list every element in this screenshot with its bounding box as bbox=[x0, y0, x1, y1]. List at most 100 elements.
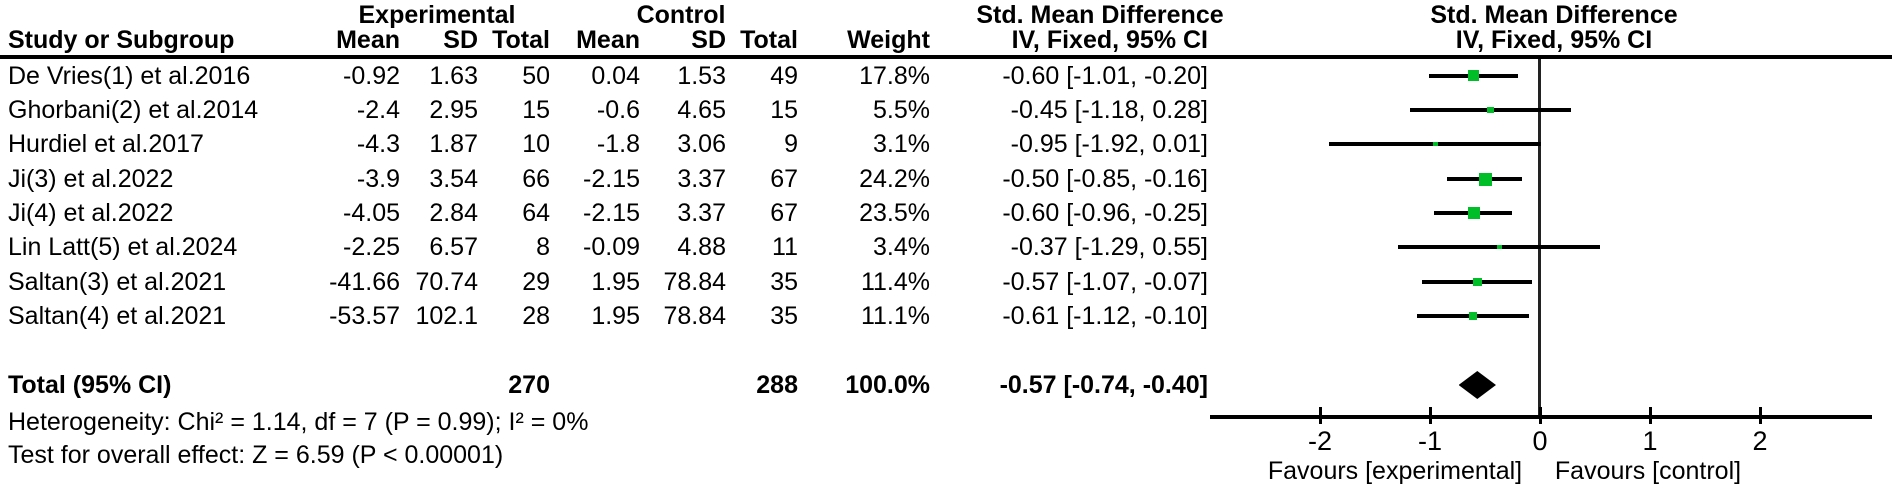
exp-sd: 102.1 bbox=[415, 302, 478, 330]
study-name: Saltan(3) et al.2021 bbox=[8, 268, 227, 296]
ctrl-sd: 3.37 bbox=[677, 165, 726, 193]
ctrl-total: 11 bbox=[772, 233, 798, 261]
effect-square bbox=[1468, 311, 1478, 321]
smd-ci-text: -0.95 [-1.92, 0.01] bbox=[1010, 130, 1208, 158]
ctrl-mean: -1.8 bbox=[596, 130, 640, 158]
ctrl-sd: 3.06 bbox=[677, 130, 726, 158]
effect-square bbox=[1433, 141, 1438, 147]
exp-total: 10 bbox=[522, 130, 550, 158]
heterogeneity-text: Heterogeneity: Chi² = 1.14, df = 7 (P = … bbox=[8, 408, 589, 436]
weight: 24.2% bbox=[859, 165, 930, 193]
header-rule bbox=[0, 55, 1892, 59]
weight: 100.0% bbox=[845, 371, 930, 399]
experimental-group-header: Experimental bbox=[358, 1, 516, 29]
exp-total: 270 bbox=[508, 371, 550, 399]
ctrl-mean-header: Mean bbox=[576, 26, 640, 54]
ctrl-mean: 0.04 bbox=[591, 62, 640, 90]
effect-square bbox=[1467, 206, 1481, 220]
effect-square bbox=[1472, 277, 1482, 287]
smd-plot-group-header: Std. Mean Difference bbox=[1430, 1, 1678, 29]
exp-sd-header: SD bbox=[443, 26, 478, 54]
study-row: De Vries(1) et al.2016 -0.92 1.63 50 0.04 1.5… bbox=[0, 63, 1892, 89]
ctrl-total: 9 bbox=[784, 130, 798, 158]
effect-square bbox=[1468, 70, 1480, 82]
exp-mean: -4.05 bbox=[343, 199, 400, 227]
axis-tick bbox=[1758, 407, 1762, 424]
ctrl-mean: -0.09 bbox=[583, 233, 640, 261]
favours-control-label: Favours [control] bbox=[1554, 457, 1742, 485]
exp-total-header: Total bbox=[492, 26, 550, 54]
exp-total: 15 bbox=[522, 96, 550, 124]
smd-column-group-header: Std. Mean Difference bbox=[976, 1, 1224, 29]
smd-ci-text: -0.37 [-1.29, 0.55] bbox=[1010, 233, 1208, 261]
axis-tick-label: -1 bbox=[1417, 426, 1442, 456]
study-column-header: Study or Subgroup bbox=[8, 26, 235, 54]
weight: 3.4% bbox=[873, 233, 930, 261]
weight: 23.5% bbox=[859, 199, 930, 227]
ctrl-mean: -2.15 bbox=[583, 165, 640, 193]
smd-ci-text: -0.45 [-1.18, 0.28] bbox=[1010, 96, 1208, 124]
ctrl-total: 288 bbox=[756, 371, 798, 399]
exp-total: 64 bbox=[522, 199, 550, 227]
study-name: Ji(3) et al.2022 bbox=[8, 165, 174, 193]
ctrl-total: 35 bbox=[770, 268, 798, 296]
study-row: Saltan(3) et al.2021 -41.66 70.74 29 1.95 78.… bbox=[0, 269, 1892, 295]
axis-tick bbox=[1428, 407, 1432, 424]
ctrl-sd: 78.84 bbox=[663, 302, 726, 330]
weight: 11.1% bbox=[860, 302, 930, 330]
exp-sd: 70.74 bbox=[415, 268, 478, 296]
exp-mean: -2.4 bbox=[356, 96, 400, 124]
exp-mean: -0.92 bbox=[343, 62, 400, 90]
ctrl-total-header: Total bbox=[740, 26, 798, 54]
ctrl-mean: 1.95 bbox=[591, 268, 640, 296]
total-row: Total (95% CI) 270 288 100.0% -0.57 [-0.74, … bbox=[0, 372, 1892, 398]
zero-line bbox=[1538, 59, 1541, 415]
exp-total: 28 bbox=[522, 302, 550, 330]
smd-ci-text: -0.57 [-0.74, -0.40] bbox=[999, 371, 1208, 399]
exp-mean-header: Mean bbox=[336, 26, 400, 54]
exp-total: 8 bbox=[536, 233, 550, 261]
ctrl-sd: 3.37 bbox=[677, 199, 726, 227]
axis-tick bbox=[1648, 407, 1652, 424]
ctrl-total: 15 bbox=[770, 96, 798, 124]
ctrl-sd-header: SD bbox=[691, 26, 726, 54]
study-name: Lin Latt(5) et al.2024 bbox=[8, 233, 238, 261]
ctrl-mean: -2.15 bbox=[583, 199, 640, 227]
effect-square bbox=[1487, 106, 1494, 114]
axis-tick bbox=[1318, 407, 1322, 424]
ctrl-total: 67 bbox=[770, 165, 798, 193]
exp-mean: -53.57 bbox=[329, 302, 400, 330]
axis-tick-label: -2 bbox=[1307, 426, 1332, 456]
exp-total: 66 bbox=[522, 165, 550, 193]
ctrl-mean: -0.6 bbox=[596, 96, 640, 124]
exp-sd: 1.63 bbox=[429, 62, 478, 90]
axis-tick-label: 1 bbox=[1642, 426, 1658, 456]
exp-sd: 3.54 bbox=[429, 165, 478, 193]
exp-sd: 2.84 bbox=[429, 199, 478, 227]
favours-experimental-label: Favours [experimental] bbox=[1267, 457, 1523, 485]
study-row: Saltan(4) et al.2021 -53.57 102.1 28 1.95 78.… bbox=[0, 303, 1892, 329]
study-name: Hurdiel et al.2017 bbox=[8, 130, 204, 158]
ctrl-sd: 1.53 bbox=[677, 62, 726, 90]
smd-ci-text: -0.61 [-1.12, -0.10] bbox=[1002, 302, 1208, 330]
ctrl-sd: 4.88 bbox=[677, 233, 726, 261]
control-group-header: Control bbox=[636, 1, 726, 29]
weight: 3.1% bbox=[873, 130, 930, 158]
study-row: Ghorbani(2) et al.2014 -2.4 2.95 15 -0.6 4.65… bbox=[0, 97, 1892, 123]
weight-header: Weight bbox=[847, 26, 930, 54]
exp-mean: -2.25 bbox=[343, 233, 400, 261]
ctrl-total: 49 bbox=[770, 62, 798, 90]
ctrl-sd: 78.84 bbox=[663, 268, 726, 296]
smd-ci-text: -0.60 [-1.01, -0.20] bbox=[1002, 62, 1208, 90]
study-name: Ghorbani(2) et al.2014 bbox=[8, 96, 259, 124]
exp-total: 29 bbox=[522, 268, 550, 296]
overall-effect-text: Test for overall effect: Z = 6.59 (P < 0… bbox=[8, 441, 504, 469]
weight: 17.8% bbox=[859, 62, 930, 90]
smd-ci-text: -0.60 [-0.96, -0.25] bbox=[1002, 199, 1208, 227]
study-row: Lin Latt(5) et al.2024 -2.25 6.57 8 -0.09 4.8… bbox=[0, 234, 1892, 260]
study-row: Hurdiel et al.2017 -4.3 1.87 10 -1.8 3.06 9 3.1… bbox=[0, 131, 1892, 157]
axis-tick-label: 0 bbox=[1532, 426, 1548, 456]
ctrl-sd: 4.65 bbox=[677, 96, 726, 124]
effect-square bbox=[1478, 172, 1492, 186]
